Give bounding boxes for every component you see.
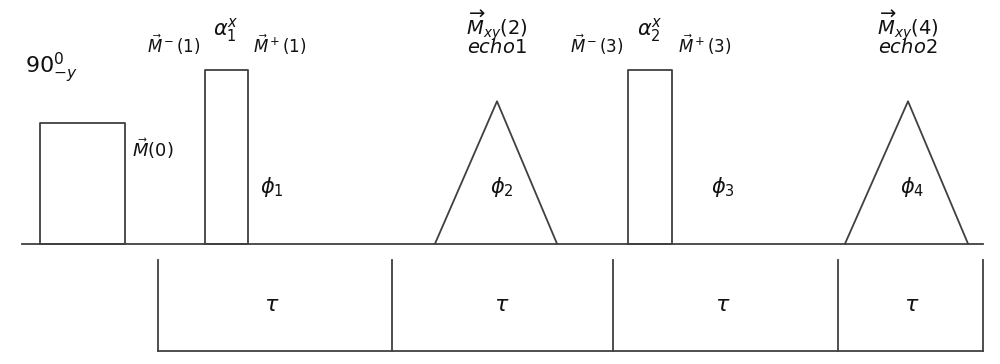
Text: $\alpha_2^x$: $\alpha_2^x$ (637, 16, 663, 44)
Text: $\tau$: $\tau$ (715, 296, 731, 316)
Text: $\vec{M}(0)$: $\vec{M}(0)$ (132, 136, 173, 161)
Text: $\vec{M}^-(1)$: $\vec{M}^-(1)$ (147, 32, 200, 57)
Text: $\phi_1$: $\phi_1$ (260, 175, 284, 199)
Text: $\phi_3$: $\phi_3$ (711, 175, 735, 199)
Text: $echo2$: $echo2$ (878, 38, 938, 57)
Text: $90^0_{-y}$: $90^0_{-y}$ (25, 51, 78, 86)
Text: $\phi_2$: $\phi_2$ (490, 175, 514, 199)
Text: $\vec{M}^+(1)$: $\vec{M}^+(1)$ (253, 32, 306, 57)
Text: $\phi_4$: $\phi_4$ (900, 175, 924, 199)
Text: $\vec{M}^-(3)$: $\vec{M}^-(3)$ (570, 32, 623, 57)
Text: $\tau$: $\tau$ (904, 296, 920, 316)
Text: $\overrightarrow{M}_{xy}(2)$: $\overrightarrow{M}_{xy}(2)$ (466, 9, 528, 44)
Text: $\vec{M}^+(3)$: $\vec{M}^+(3)$ (678, 32, 731, 57)
Text: $\tau$: $\tau$ (494, 296, 510, 316)
Text: $\overrightarrow{M}_{xy}(4)$: $\overrightarrow{M}_{xy}(4)$ (877, 9, 939, 44)
Text: $\tau$: $\tau$ (264, 296, 280, 316)
Text: $echo1$: $echo1$ (467, 38, 527, 57)
Text: $\alpha_1^x$: $\alpha_1^x$ (213, 16, 239, 44)
